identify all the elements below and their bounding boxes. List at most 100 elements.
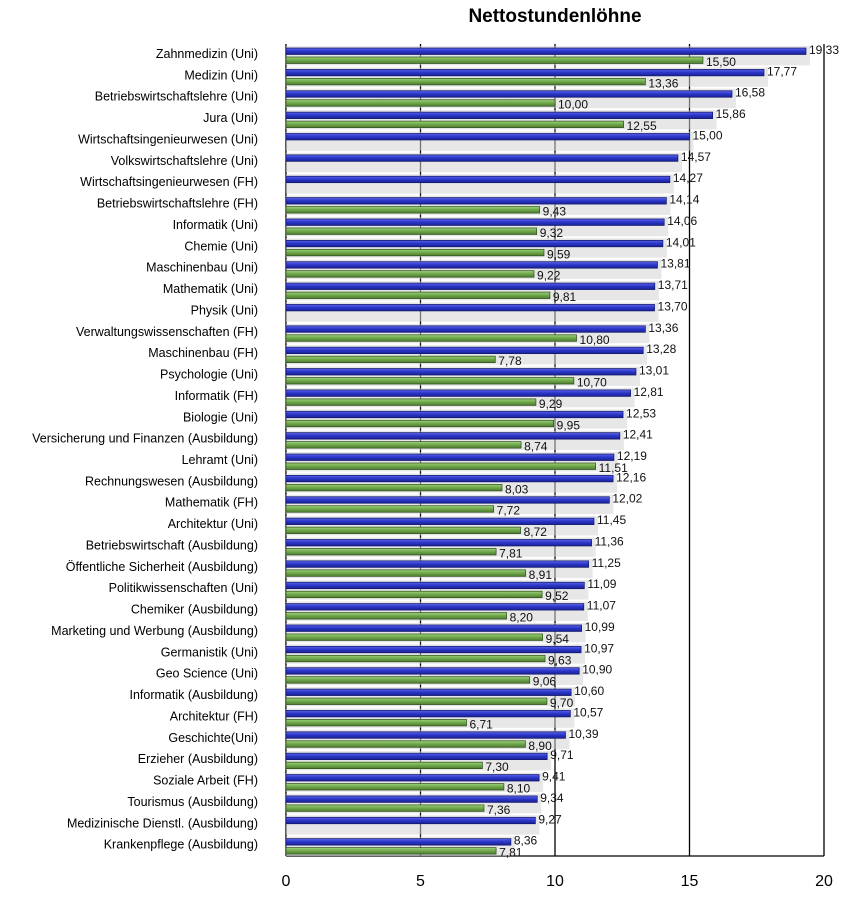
bar-series1 [285,731,566,739]
bar-series2 [285,120,624,128]
category-label: Wirtschaftsingenieurwesen (FH) [80,175,258,189]
category-label: Jura (Uni) [203,111,258,125]
bar-series1 [285,517,595,525]
value-label-series1: 14,06 [667,214,697,228]
value-label-series2: 12,55 [627,119,657,133]
value-label-series1: 12,81 [634,385,664,399]
value-label-series2: 13,36 [648,76,678,90]
chart-title: Nettostundenlöhne [468,6,641,27]
category-label: Psychologie (Uni) [160,368,258,382]
bar-series2 [285,783,505,791]
bar-series1 [285,432,621,440]
bar-series1 [285,816,536,825]
bar-series1 [285,175,671,184]
value-label-series2: 9,52 [545,589,569,603]
bar-series2 [285,270,535,278]
bar-series2 [285,654,546,663]
value-label-series2: 9,43 [543,205,567,219]
bar-series1 [285,795,538,803]
bar-series1 [285,645,582,654]
value-label-series1: 10,39 [568,727,598,741]
category-label: Medizinische Dienstl. (Ausbildung) [67,816,258,830]
bar-series1 [285,111,713,119]
value-label-series2: 9,06 [533,675,557,689]
value-label-series2: 7,30 [485,760,509,774]
category-label: Politikwissenschaften (Uni) [109,581,258,595]
value-label-series1: 10,57 [573,705,603,719]
value-label-series1: 10,90 [582,663,612,677]
category-label: Marketing und Werbung (Ausbildung) [51,624,258,638]
value-label-series1: 10,97 [584,641,614,655]
value-label-series1: 9,71 [550,748,574,762]
value-label-series2: 7,36 [487,803,511,817]
category-label: Architektur (Uni) [168,517,258,531]
value-label-series1: 14,14 [669,193,699,207]
value-label-series1: 10,99 [585,620,615,634]
value-label-series1: 19,33 [809,43,839,57]
bar-series1 [285,304,655,312]
bar-series1 [285,368,637,376]
category-label: Mathematik (FH) [165,496,258,510]
value-label-series1: 11,07 [587,599,616,613]
value-label-series1: 13,36 [648,321,678,335]
value-label-series1: 15,86 [716,107,746,121]
x-tick-label: 10 [546,873,564,890]
category-label: Erzieher (Ausbildung) [138,752,258,766]
value-label-series2: 11,51 [599,461,628,475]
value-label-series2: 9,29 [539,397,563,411]
category-label: Betriebswirtschaftslehre (Uni) [95,90,258,104]
bar-series1 [285,475,614,483]
bar-series2 [285,676,531,684]
bar-series2 [285,505,495,513]
bar-series2 [285,334,577,342]
category-label: Medizin (Uni) [184,68,258,82]
bar-series2 [285,441,522,449]
category-label: Tourismus (Ausbildung) [127,795,258,809]
category-label: Rechnungswesen (Ausbildung) [85,474,258,488]
bar-series1 [285,688,572,696]
value-label-series2: 7,78 [498,354,522,368]
value-label-series1: 11,09 [587,577,616,591]
x-tick-label: 5 [416,873,425,890]
bar-series1 [285,197,667,205]
bar-series1 [285,624,582,632]
bar-series1 [285,603,585,611]
value-label-series2: 8,03 [505,482,529,496]
category-label: Chemiker (Ausbildung) [131,603,258,617]
category-label: Germanistik (Uni) [161,645,258,659]
category-label: Zahnmedizin (Uni) [156,47,258,61]
category-label: Mathematik (Uni) [163,282,258,296]
bar-series1 [285,47,807,55]
value-label-series1: 12,19 [617,449,647,463]
category-label: Volkswirtschaftslehre (Uni) [111,154,258,168]
bar-series2 [285,99,556,107]
bar-series2 [285,633,543,641]
category-label: Chemie (Uni) [184,239,258,253]
bar-series1 [285,410,624,419]
bar-series2 [285,419,555,428]
category-label: Maschinenbau (Uni) [146,261,258,275]
value-label-series2: 9,70 [550,696,574,710]
value-label-series1: 9,41 [542,770,566,784]
bar-series1 [285,752,548,761]
value-label-series2: 9,54 [546,632,570,646]
value-label-series1: 11,36 [595,534,624,548]
bar-series2 [285,548,497,556]
bar-series2 [285,719,467,727]
bar-series2 [285,377,575,385]
category-label: Maschinenbau (FH) [148,346,258,360]
value-label-series2: 10,00 [558,98,588,112]
bar-series1 [285,838,512,846]
category-label: Informatik (FH) [175,389,258,403]
value-label-series2: 10,70 [577,376,607,390]
bar-series2 [285,78,646,86]
bars [285,46,810,856]
bar-series2 [285,248,545,257]
category-label: Lehramt (Uni) [182,453,258,467]
value-label-series2: 9,22 [537,269,561,283]
value-label-series2: 8,10 [507,782,531,796]
value-label-series2: 6,71 [469,717,493,731]
category-label: Wirtschaftsingenieurwesen (Uni) [78,132,258,146]
bar-series2 [285,526,521,534]
